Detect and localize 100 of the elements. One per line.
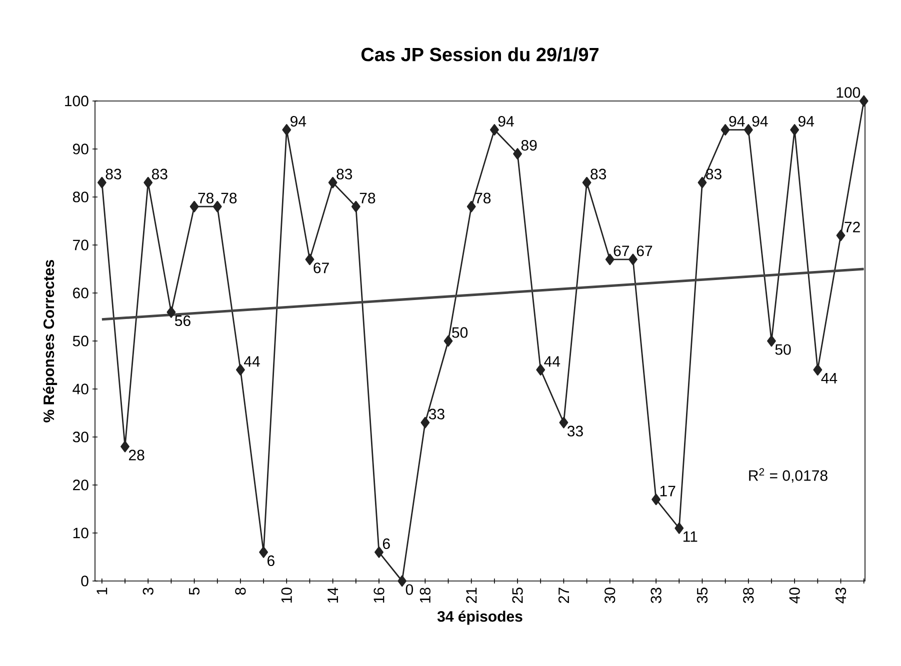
data-label: 17 xyxy=(660,486,676,496)
data-label: 83 xyxy=(590,168,606,180)
y-tick-label: 30 xyxy=(72,432,88,442)
y-tick-label: 10 xyxy=(73,528,88,538)
x-tick-label: 16 xyxy=(374,588,384,603)
data-label: 44 xyxy=(244,356,260,367)
y-axis-title: % Réponses Correctes xyxy=(42,260,58,422)
annotation: R$^{2}$ = 0,0178 xyxy=(749,468,828,483)
point xyxy=(282,124,292,136)
point xyxy=(652,494,661,506)
data-label: 94 xyxy=(729,116,745,127)
point xyxy=(212,200,222,212)
point xyxy=(236,364,245,376)
x-axis-title: 34 épisodes xyxy=(437,610,522,625)
x-tick-label: 27 xyxy=(558,588,569,603)
data-label: 78 xyxy=(360,192,376,204)
x-tick-label: 35 xyxy=(696,588,708,604)
point xyxy=(628,254,638,266)
x-tick-label: 38 xyxy=(743,588,754,604)
data-label: 78 xyxy=(475,192,491,204)
data-label: 0 xyxy=(406,584,414,595)
point xyxy=(513,148,522,160)
data-label: 33 xyxy=(567,426,583,436)
point xyxy=(120,440,130,452)
y-tick-label: 50 xyxy=(72,336,88,346)
data-label: 72 xyxy=(844,222,860,232)
y-tick-label: 60 xyxy=(73,288,88,298)
x-tick-label: 21 xyxy=(466,588,477,603)
data-label: 83 xyxy=(336,168,352,180)
y-tick-label: 70 xyxy=(73,240,88,250)
x-tick-label: 25 xyxy=(512,588,523,603)
x-tick-label: 43 xyxy=(835,588,846,604)
point xyxy=(351,200,360,212)
data-label: 50 xyxy=(452,327,468,338)
point xyxy=(444,335,453,347)
data-label: 67 xyxy=(636,246,652,256)
data-label: 78 xyxy=(198,192,214,204)
data-label: 33 xyxy=(428,408,444,420)
point xyxy=(398,575,407,587)
point xyxy=(767,335,776,347)
point xyxy=(674,522,684,534)
y-tick-label: 20 xyxy=(73,480,88,490)
point xyxy=(836,230,846,242)
y-tick-label: 90 xyxy=(72,144,88,154)
point xyxy=(582,176,592,188)
x-tick-label: 3 xyxy=(142,588,154,595)
data-label: 94 xyxy=(752,116,768,127)
data-label: 6 xyxy=(382,538,390,549)
data-label: 44 xyxy=(544,356,560,367)
data-label: 50 xyxy=(775,344,791,355)
x-tick-label: 1 xyxy=(96,588,108,594)
point xyxy=(259,546,268,558)
y-tick-label: 100 xyxy=(65,96,88,106)
point xyxy=(559,416,568,428)
point xyxy=(97,176,106,188)
point xyxy=(536,364,546,376)
data-label: 28 xyxy=(128,450,144,460)
data-label: 94 xyxy=(498,116,514,127)
point xyxy=(328,176,338,188)
point xyxy=(466,200,476,212)
data-label: 11 xyxy=(683,531,698,542)
point xyxy=(859,95,868,107)
data-label: 100 xyxy=(836,87,860,98)
x-tick-label: 40 xyxy=(789,588,800,604)
x-tick-label: 10 xyxy=(281,588,292,603)
chart-title: Cas JP Session du 29/1/97 xyxy=(361,47,598,62)
data-label: 94 xyxy=(290,116,306,127)
data-label: 78 xyxy=(221,192,237,204)
point xyxy=(720,124,730,136)
x-tick-label: 8 xyxy=(235,588,246,595)
data-label: 89 xyxy=(521,140,537,151)
data-label: 83 xyxy=(106,168,122,180)
data-label: 83 xyxy=(706,168,722,180)
data-label: 67 xyxy=(614,246,630,256)
y-tick-label: 80 xyxy=(72,192,88,202)
y-tick-label: 0 xyxy=(81,576,88,586)
point xyxy=(190,200,199,212)
point xyxy=(605,254,614,266)
point xyxy=(790,124,800,136)
point xyxy=(144,176,153,188)
y-tick-label: 40 xyxy=(72,384,88,394)
point xyxy=(490,124,499,136)
data-label: 83 xyxy=(152,168,168,180)
point xyxy=(420,416,430,428)
x-tick-label: 14 xyxy=(328,587,338,603)
x-tick-label: 5 xyxy=(189,588,200,595)
point xyxy=(305,254,314,266)
x-tick-label: 33 xyxy=(650,588,662,604)
data-label: 94 xyxy=(798,116,814,127)
x-tick-label: 18 xyxy=(420,588,430,603)
point xyxy=(813,364,822,376)
data-label: 6 xyxy=(268,555,274,566)
point xyxy=(374,546,384,558)
data-label: 67 xyxy=(314,262,329,274)
x-tick-label: 30 xyxy=(604,588,616,604)
point xyxy=(744,124,753,136)
point xyxy=(698,176,707,188)
point xyxy=(166,306,176,318)
data-label: 56 xyxy=(174,315,190,326)
data-label: 44 xyxy=(821,372,838,384)
